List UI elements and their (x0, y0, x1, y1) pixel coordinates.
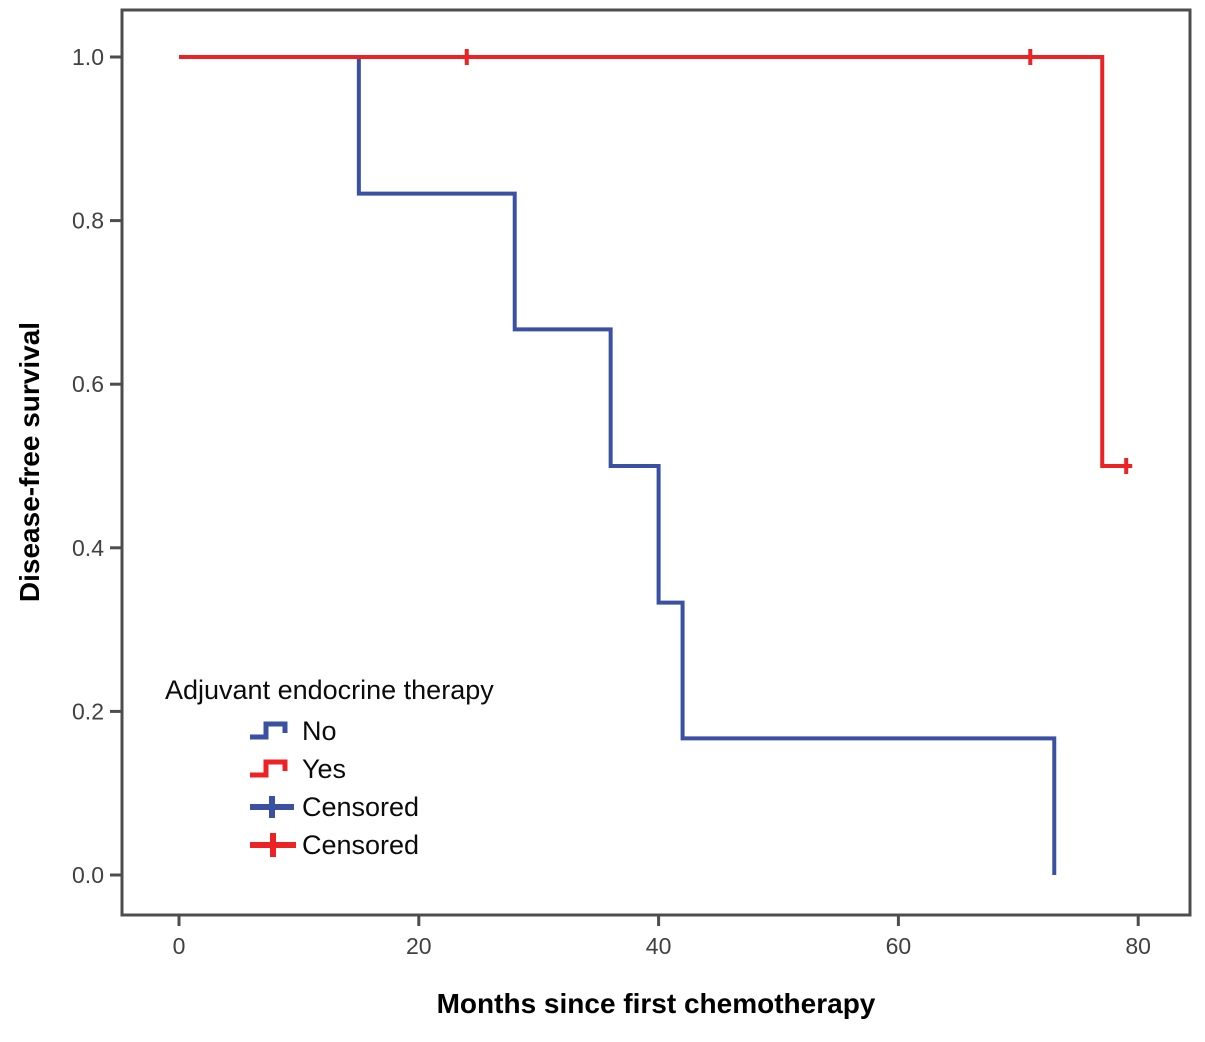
legend-item-censored-red: Censored (247, 826, 585, 864)
y-tick-label: 0.4 (72, 535, 104, 561)
x-tick-label: 80 (1125, 933, 1151, 959)
legend-label-no: No (302, 716, 337, 746)
legend-label-yes: Yes (302, 754, 347, 784)
y-tick-label: 0.8 (72, 208, 104, 234)
km-curve-yes (179, 55, 1133, 468)
y-tick-label: 0.6 (72, 371, 104, 397)
y-axis-title: Disease-free survival (14, 321, 45, 603)
legend-label-censored-red: Censored (302, 830, 420, 860)
legend-item-censored-blue: Censored (247, 788, 585, 826)
km-curve-no (179, 55, 1057, 875)
legend-items: No Yes Censored Censor (247, 712, 585, 864)
x-tick-label: 60 (886, 933, 912, 959)
x-tick-label: 40 (646, 933, 672, 959)
plus-censored-red-icon (250, 833, 296, 857)
legend-title: Adjuvant endocrine therapy (165, 675, 494, 705)
legend: Adjuvant endocrine therapy No Yes C (165, 674, 585, 864)
y-tick-label: 0.0 (72, 862, 104, 888)
y-tick-label: 1.0 (72, 44, 104, 70)
legend-item-yes: Yes (247, 750, 585, 788)
x-tick-label: 20 (406, 933, 432, 959)
x-tick-label: 0 (173, 933, 186, 959)
y-tick-label: 0.2 (72, 698, 104, 724)
legend-label-censored-blue: Censored (302, 792, 420, 822)
plus-censored-blue-icon (250, 796, 294, 818)
x-axis-title: Months since first chemotherapy (436, 988, 876, 1019)
legend-item-no: No (247, 712, 585, 750)
step-line-blue-icon (250, 721, 288, 740)
step-line-red-icon (250, 759, 288, 778)
plot-frame (120, 8, 1192, 917)
